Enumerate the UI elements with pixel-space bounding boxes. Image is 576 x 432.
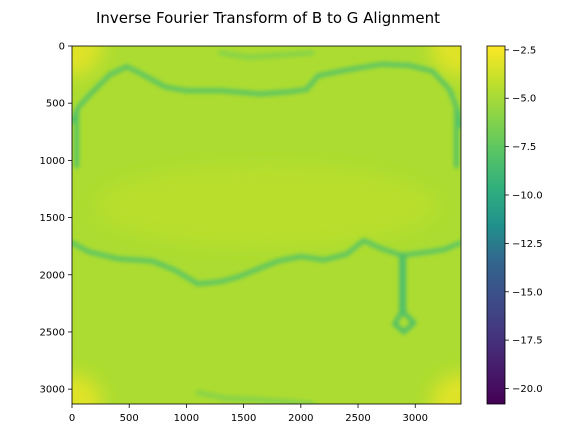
x-tick-label: 1000 [174, 413, 199, 424]
y-tick-label: 500 [46, 99, 65, 110]
corner-highlight [72, 374, 102, 404]
colorbar-tick-label: −2.5 [512, 45, 536, 56]
y-tick-label: 0 [59, 42, 65, 53]
y-tick-label: 1500 [40, 213, 65, 224]
colorbar-tick-label: −20.0 [512, 384, 543, 395]
x-tick-label: 500 [120, 413, 139, 424]
x-tick-label: 2500 [345, 413, 370, 424]
colorbar-tick-label: −7.5 [512, 142, 536, 153]
x-tick-label: 2000 [288, 413, 313, 424]
y-axis: 0 500 1000 1500 2000 2500 3000 [40, 42, 72, 396]
colorbar [486, 45, 506, 405]
heatmap-features [72, 50, 461, 404]
corner-highlight [431, 46, 461, 76]
plot-frame [71, 45, 462, 405]
x-tick-label: 3000 [403, 413, 428, 424]
corner-highlight [72, 46, 102, 76]
y-tick-label: 3000 [40, 385, 65, 396]
heatmap-image [72, 46, 461, 404]
top-texture [218, 50, 315, 60]
colorbar-axis: −2.5 −5.0 −7.5 −10.0 −12.5 −15.0 −17.5 −20.0 [505, 45, 543, 395]
colorbar-tick-label: −5.0 [512, 94, 536, 105]
corner-highlights [72, 46, 461, 404]
drop-loop [392, 253, 417, 335]
center-highlight [96, 166, 437, 247]
bottom-texture [195, 390, 315, 404]
colorbar-tick-label: −17.5 [512, 336, 543, 347]
colorbar-tick-label: −15.0 [512, 287, 543, 298]
x-tick-label: 1500 [231, 413, 256, 424]
colorbar-tick-label: −10.0 [512, 191, 543, 202]
y-tick-label: 2000 [40, 270, 65, 281]
corner-highlight [431, 374, 461, 404]
chart-title: Inverse Fourier Transform of B to G Alig… [96, 9, 440, 27]
x-tick-label: 0 [69, 413, 75, 424]
y-tick-label: 2500 [40, 327, 65, 338]
colorbar-tick-label: −12.5 [512, 239, 543, 250]
center-glow [96, 166, 437, 247]
upper-band [72, 62, 461, 129]
x-axis: 0 500 1000 1500 2000 2500 3000 [69, 404, 428, 424]
y-tick-label: 1000 [40, 156, 65, 167]
